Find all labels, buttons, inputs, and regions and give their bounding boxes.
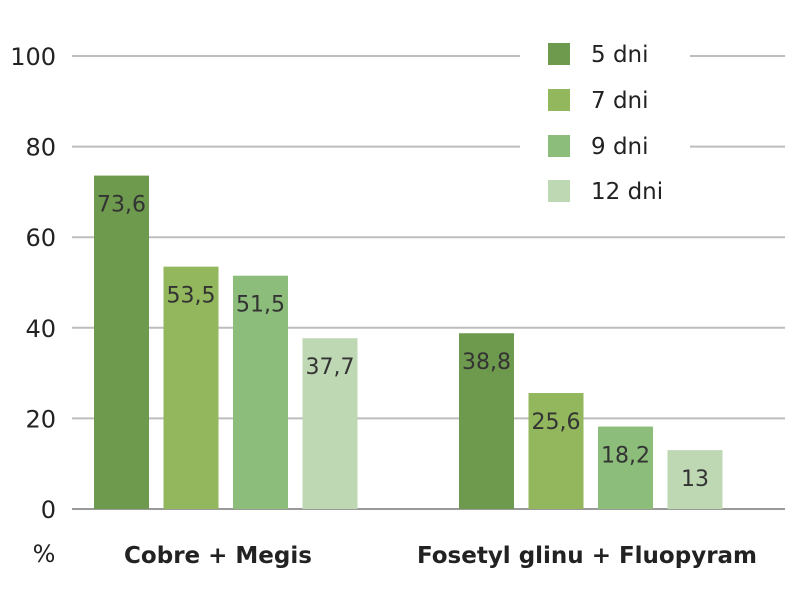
x-category-label: Cobre + Megis — [124, 543, 312, 569]
y-tick-label: 20 — [25, 405, 56, 433]
y-tick-label: 40 — [25, 315, 56, 343]
y-tick-label: 80 — [25, 134, 56, 162]
legend-label: 12 dni — [591, 179, 663, 205]
bars — [94, 175, 723, 510]
bar — [94, 175, 149, 510]
x-category-label: Fosetyl glinu + Fluopyram — [417, 543, 757, 569]
bar — [459, 333, 514, 509]
y-tick-label: 100 — [10, 43, 56, 71]
data-label: 51,5 — [236, 293, 285, 318]
bar — [667, 450, 723, 509]
legend-swatch — [548, 135, 570, 157]
y-tick-label: 60 — [25, 224, 56, 252]
legend-swatch — [548, 180, 570, 202]
bar — [163, 266, 219, 509]
data-label: 73,6 — [97, 193, 146, 218]
data-label: 38,8 — [462, 350, 511, 375]
data-labels: 73,6 53,5 51,5 37,7 38,8 25,6 18,2 13 — [97, 193, 709, 493]
bar — [233, 275, 288, 509]
x-axis-categories: Cobre + Megis Fosetyl glinu + Fluopyram — [124, 543, 757, 569]
data-label: 53,5 — [167, 284, 216, 309]
data-label: 37,7 — [306, 355, 355, 380]
legend-label: 5 dni — [591, 42, 649, 68]
legend: 5 dni 7 dni 9 dni 12 dni — [548, 42, 663, 205]
bar — [302, 338, 358, 509]
legend-label: 7 dni — [591, 88, 649, 114]
legend-swatch — [548, 43, 570, 65]
y-tick-label: 0 — [41, 496, 56, 524]
y-axis-ticks: 0 20 40 60 80 100 — [10, 43, 56, 524]
data-label: 25,6 — [532, 410, 581, 435]
bar — [598, 426, 653, 509]
data-label: 18,2 — [601, 444, 650, 469]
legend-label: 9 dni — [591, 134, 649, 160]
bar — [528, 393, 584, 509]
y-axis-label: % — [33, 540, 56, 568]
legend-swatch — [548, 89, 570, 111]
data-label: 13 — [681, 467, 709, 492]
